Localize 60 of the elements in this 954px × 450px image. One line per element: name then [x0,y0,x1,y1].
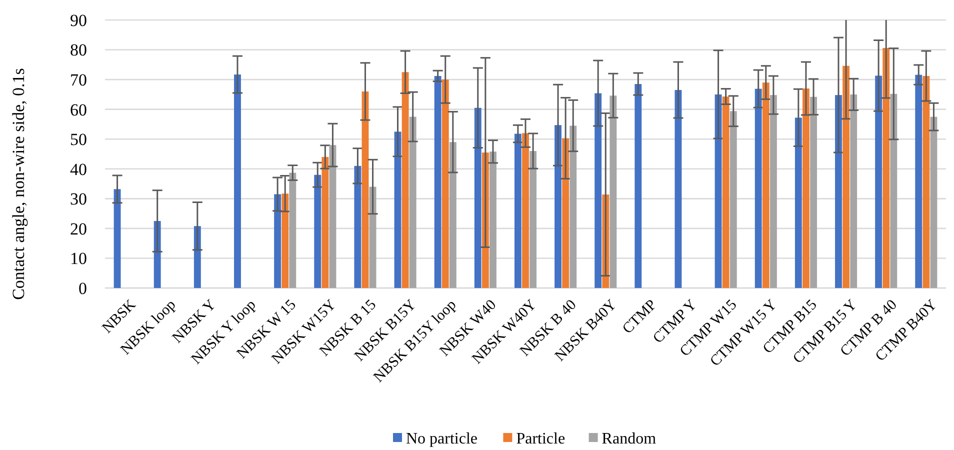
bar [875,76,882,288]
bar [562,138,570,288]
bar [289,172,296,288]
bar [842,66,850,288]
legend-label: Random [602,430,657,448]
bar [369,186,376,288]
bar [915,74,922,288]
y-tick-label: 10 [70,249,87,268]
y-tick-label: 30 [70,190,87,209]
bar [634,84,642,288]
bar [490,152,496,288]
bar [474,108,482,288]
bar [674,90,682,288]
bar [314,174,322,288]
bar [722,96,730,288]
bar [274,194,282,288]
bar [890,94,898,288]
bar [730,111,737,288]
bar [282,194,289,288]
bar [114,189,121,288]
y-tick-label: 40 [70,160,87,179]
bar [570,126,577,288]
bar [770,95,777,288]
bar [449,142,456,288]
bar [554,125,562,288]
bar [882,48,890,288]
bar [594,93,602,288]
bar [794,118,802,288]
bar [442,80,449,288]
bar [514,134,522,288]
legend-label: No particle [406,430,478,448]
y-tick-label: 90 [70,10,87,30]
bar [409,116,416,288]
bar [362,91,369,288]
bar [354,166,362,288]
bar [322,156,329,288]
bar [530,151,537,288]
bar [434,76,442,288]
bar [714,94,722,288]
y-tick-label: 50 [70,130,87,150]
y-tick-label: 20 [70,219,87,238]
y-tick-label: 60 [70,100,87,120]
bar [835,95,842,288]
bar [930,116,938,288]
y-tick-label: 0 [78,278,87,298]
legend-label: Particle [516,430,566,448]
bar [802,88,810,288]
bar [402,72,409,288]
bar [610,96,617,288]
bar [754,88,762,288]
bar [850,94,858,288]
y-axis-title: Contact angle, non-wire side, 0.1s [9,68,28,300]
bar [762,82,770,288]
bar [922,76,930,288]
bar [329,145,336,288]
bar [522,133,529,288]
y-tick-label: 70 [70,70,87,90]
bar [234,74,241,288]
bar [810,96,817,288]
y-tick-label: 80 [70,40,87,60]
